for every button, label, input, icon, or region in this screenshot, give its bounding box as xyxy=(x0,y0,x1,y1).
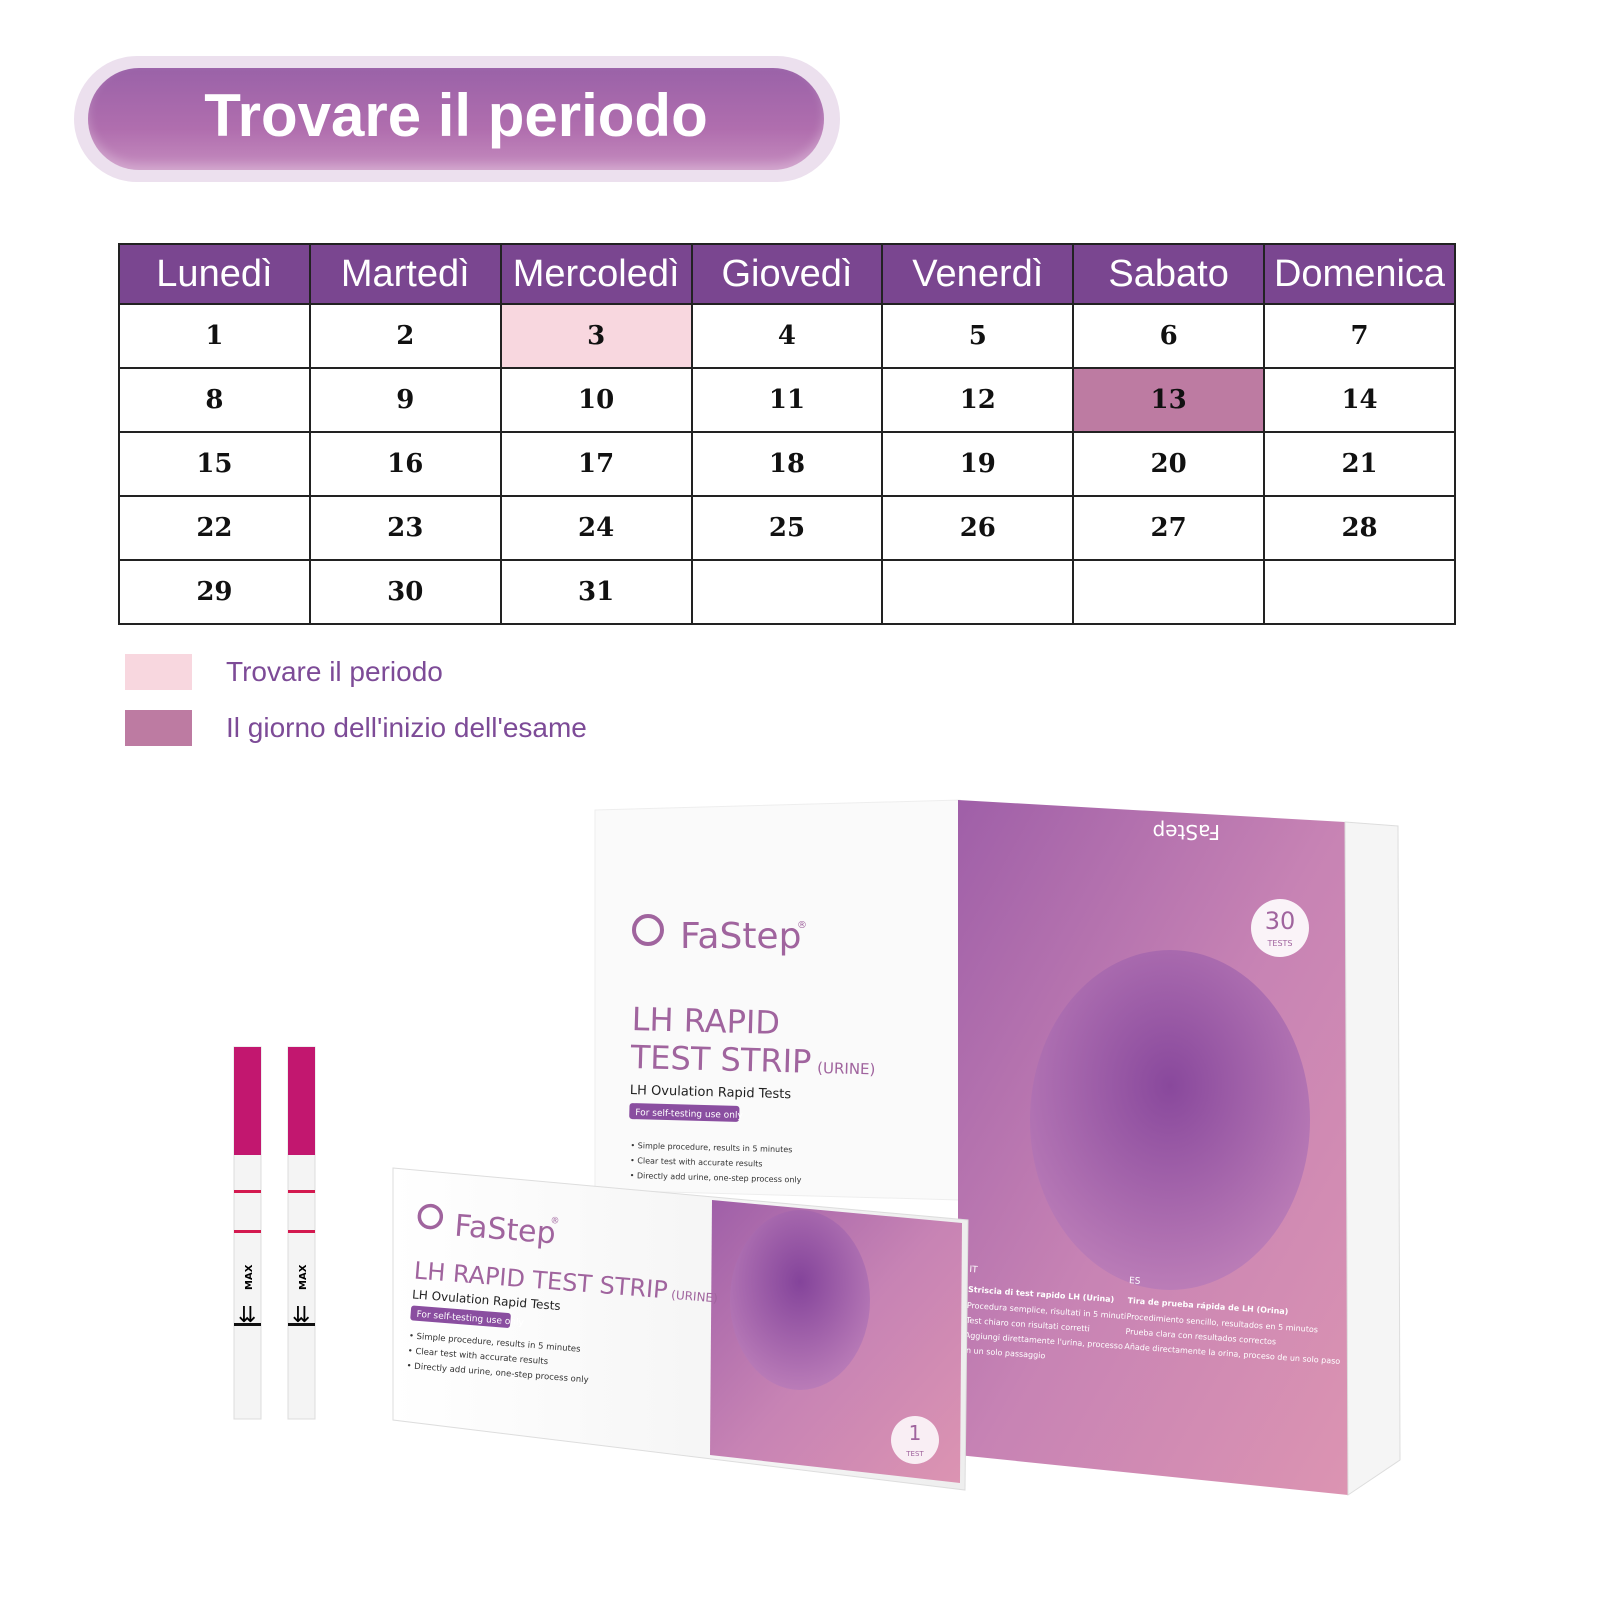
sachet-count: 1 xyxy=(909,1421,922,1445)
day-header: Giovedì xyxy=(690,243,884,305)
calendar-day: 15 xyxy=(118,431,311,497)
test-sachet: FaStep ® LH RAPID TEST STRIP (URINE) LH O… xyxy=(392,1167,969,1491)
legend-swatch xyxy=(125,710,192,746)
box-title-line1: LH RAPID xyxy=(631,1000,780,1042)
box-urine-label: (URINE) xyxy=(817,1059,876,1079)
legend-item-period: Trovare il periodo xyxy=(125,654,443,690)
lang-tag-it: IT xyxy=(969,1265,978,1276)
registered-mark: ® xyxy=(550,1216,560,1227)
calendar-day xyxy=(881,559,1075,625)
calendar-day: 5 xyxy=(881,303,1075,369)
calendar-day: 31 xyxy=(499,559,693,625)
product-box: FaStep FaStep ® LH RAPID TEST STRIP (URIN… xyxy=(594,799,1401,1496)
calendar-day xyxy=(1263,559,1456,625)
legend-label: Il giorno dell'inizio dell'esame xyxy=(226,712,587,743)
day-header: Lunedì xyxy=(118,243,311,305)
arrow-down-icon: ⇊ xyxy=(238,1303,256,1328)
calendar-day: 25 xyxy=(690,495,884,561)
box-top-brand: FaStep xyxy=(1153,820,1220,844)
calendar-week: 15 16 17 18 19 20 21 xyxy=(118,431,1456,497)
day-header: Mercoledì xyxy=(499,243,693,305)
day-header: Venerdì xyxy=(881,243,1075,305)
calendar-day: 12 xyxy=(881,367,1075,433)
calendar-day: 13 xyxy=(1072,367,1266,433)
calendar-day: 1 xyxy=(118,303,311,369)
legend-item-start: Il giorno dell'inizio dell'esame xyxy=(125,710,587,746)
calendar-day: 18 xyxy=(690,431,884,497)
calendar-day: 7 xyxy=(1263,303,1456,369)
day-header: Sabato xyxy=(1072,243,1266,305)
registered-mark: ® xyxy=(797,920,807,931)
sachet-count-badge: 1 TEST xyxy=(891,1416,939,1464)
calendar-day: 14 xyxy=(1263,367,1456,433)
calendar-day: 27 xyxy=(1072,495,1266,561)
calendar-day: 28 xyxy=(1263,495,1456,561)
calendar: Lunedì Martedì Mercoledì Giovedì Venerdì Saba… xyxy=(118,243,1456,625)
calendar-week: 22 23 24 25 26 27 28 xyxy=(118,495,1456,561)
strip-max-label: MAX xyxy=(244,1264,255,1290)
calendar-week: 8 9 10 11 12 13 14 xyxy=(118,367,1456,433)
box-badge: For self-testing use only xyxy=(635,1108,743,1121)
calendar-day: 29 xyxy=(118,559,311,625)
calendar-day: 17 xyxy=(499,431,693,497)
calendar-day: 23 xyxy=(308,495,502,561)
banner: Trovare il periodo xyxy=(88,68,824,170)
calendar-day: 24 xyxy=(499,495,693,561)
tests-unit: TESTS xyxy=(1267,939,1293,948)
calendar-day: 9 xyxy=(308,367,502,433)
calendar-day: 21 xyxy=(1263,431,1456,497)
calendar-day: 16 xyxy=(308,431,502,497)
calendar-day: 6 xyxy=(1072,303,1266,369)
box-bullet: • Simple procedure, results in 5 minutes xyxy=(630,1141,792,1154)
calendar-day: 4 xyxy=(690,303,884,369)
box-bullet: • Clear test with accurate results xyxy=(630,1156,763,1168)
calendar-day: 3 xyxy=(499,303,693,369)
fastep-logo: FaStep ® xyxy=(632,914,807,957)
calendar-day: 19 xyxy=(881,431,1075,497)
brand-name: FaStep xyxy=(453,1209,557,1252)
sachet-urine-label: (URINE) xyxy=(671,1288,719,1306)
calendar-day: 2 xyxy=(308,303,502,369)
lang-tag-es: ES xyxy=(1129,1276,1141,1287)
sachet-unit: TEST xyxy=(905,1450,924,1458)
banner-title: Trovare il periodo xyxy=(204,82,708,149)
calendar-day xyxy=(690,559,884,625)
calendar-day: 26 xyxy=(881,495,1075,561)
calendar-day: 22 xyxy=(118,495,311,561)
day-header: Domenica xyxy=(1263,243,1456,305)
calendar-day: 30 xyxy=(308,559,502,625)
brand-name: FaStep xyxy=(680,916,801,957)
test-strip: MAX ⇊ xyxy=(233,1046,262,1420)
day-header: Martedì xyxy=(308,243,502,305)
tests-count: 30 xyxy=(1265,907,1296,935)
calendar-day: 10 xyxy=(499,367,693,433)
tests-count-badge: 30 TESTS xyxy=(1251,899,1309,957)
calendar-day xyxy=(1072,559,1266,625)
arrow-down-icon: ⇊ xyxy=(292,1303,310,1328)
legend-swatch xyxy=(125,654,192,690)
legend-label: Trovare il periodo xyxy=(226,656,443,687)
calendar-day: 11 xyxy=(690,367,884,433)
strip-max-label: MAX xyxy=(298,1264,309,1290)
calendar-day: 8 xyxy=(118,367,311,433)
test-strip: MAX ⇊ xyxy=(287,1046,316,1420)
calendar-day: 20 xyxy=(1072,431,1266,497)
box-title-line2: TEST STRIP (URINE) xyxy=(629,1038,876,1082)
calendar-week: 29 30 31 xyxy=(118,559,1456,625)
box-subtitle: LH Ovulation Rapid Tests xyxy=(630,1083,792,1102)
